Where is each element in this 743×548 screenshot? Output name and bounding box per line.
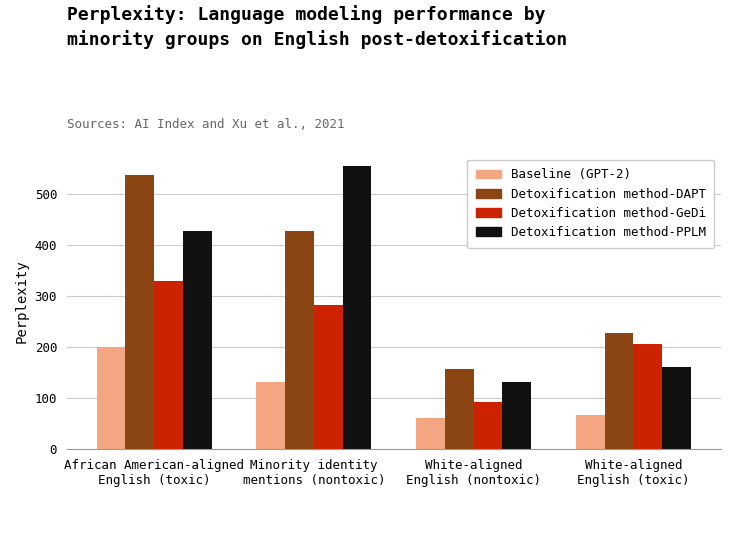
Bar — [314, 305, 343, 449]
Bar — [502, 382, 531, 449]
Bar — [97, 347, 126, 449]
Bar — [416, 418, 445, 449]
Bar — [576, 415, 605, 449]
Bar — [256, 382, 285, 449]
Text: Sources: AI Index and Xu et al., 2021: Sources: AI Index and Xu et al., 2021 — [67, 118, 344, 131]
Bar — [154, 281, 183, 449]
Bar — [343, 166, 372, 449]
Bar — [662, 367, 691, 449]
Bar — [634, 344, 662, 449]
Bar — [183, 231, 212, 449]
Bar — [285, 231, 314, 449]
Text: Perplexity: Language modeling performance by
minority groups on English post-det: Perplexity: Language modeling performanc… — [67, 5, 567, 49]
Bar — [445, 369, 474, 449]
Bar — [474, 402, 502, 449]
Y-axis label: Perplexity: Perplexity — [15, 260, 29, 343]
Bar — [605, 333, 634, 449]
Bar — [126, 175, 154, 449]
Legend: Baseline (GPT-2), Detoxification method-DAPT, Detoxification method-GeDi, Detoxi: Baseline (GPT-2), Detoxification method-… — [467, 159, 715, 248]
